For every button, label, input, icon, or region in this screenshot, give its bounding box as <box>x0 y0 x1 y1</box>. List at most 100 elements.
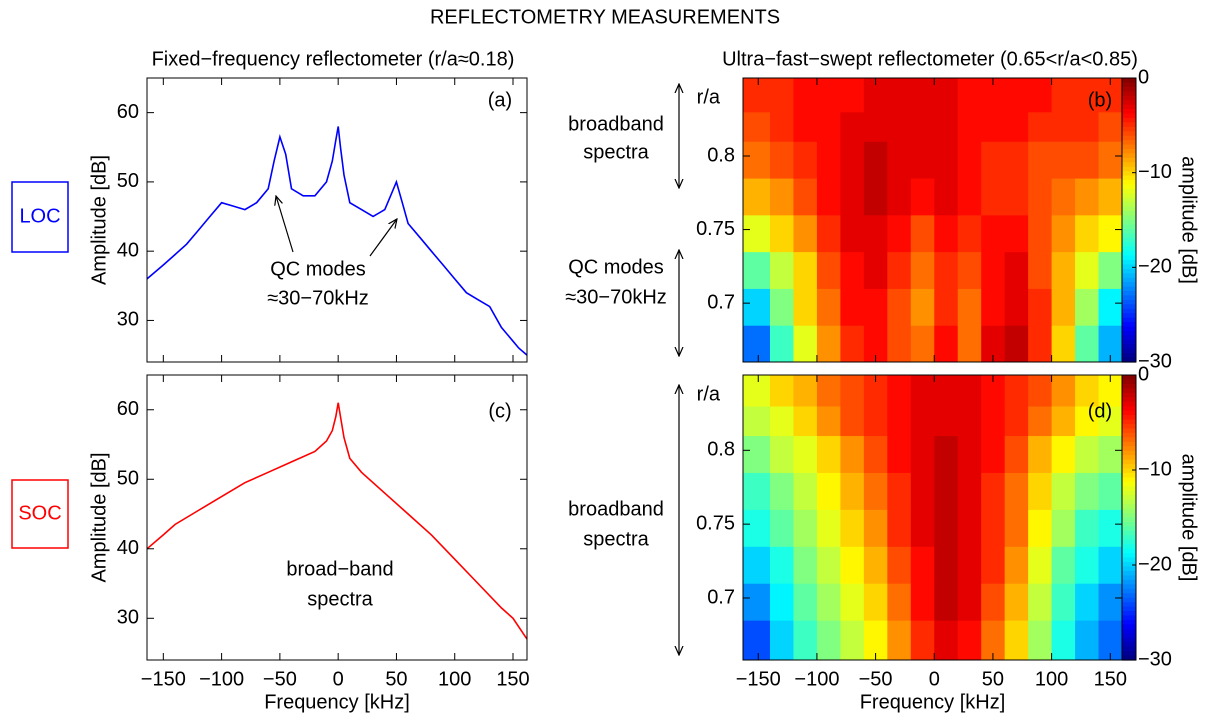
y-tick-header: r/a <box>697 383 721 405</box>
colorbar-swatch <box>1122 464 1136 470</box>
heat-cell <box>887 78 912 113</box>
heat-cell <box>863 141 888 179</box>
heat-cell <box>769 546 794 584</box>
heat-cell <box>840 288 865 326</box>
heat-cell <box>1028 620 1053 661</box>
heat-cell <box>840 435 865 473</box>
heat-cell <box>910 583 935 621</box>
heat-cell <box>1028 214 1053 253</box>
colorbar-swatch <box>1122 308 1136 314</box>
colorbar-swatch <box>1122 392 1136 398</box>
colorbar-swatch <box>1122 175 1136 181</box>
heat-cell <box>1098 214 1123 253</box>
heat-cell <box>793 214 818 253</box>
colorbar-swatch <box>1122 149 1136 155</box>
heat-cell <box>910 214 935 253</box>
colorbar-swatch <box>1122 553 1136 559</box>
colorbar-swatch <box>1122 584 1136 590</box>
heat-cell <box>957 251 982 289</box>
y-tick-label: 40 <box>117 537 139 559</box>
heat-cell <box>1004 214 1029 253</box>
heat-cell <box>816 583 841 621</box>
heat-cell <box>743 375 771 407</box>
heat-cell <box>1098 620 1123 661</box>
x-tick-label: −50 <box>859 668 893 690</box>
colorbar-swatch <box>1122 410 1136 416</box>
y-axis-label: Amplitude [dB] <box>88 155 110 285</box>
heat-cell <box>1098 141 1123 179</box>
heat-cell <box>1051 178 1076 216</box>
heat-cell <box>743 406 771 437</box>
heat-cell <box>743 472 771 510</box>
colorbar-swatch <box>1122 251 1136 257</box>
heat-cell <box>1098 406 1123 437</box>
heat-cell <box>793 288 818 326</box>
heat-cell <box>1028 111 1053 142</box>
heat-cell <box>1075 583 1100 621</box>
colorbar-swatch <box>1122 642 1136 648</box>
heat-cell <box>1004 325 1029 363</box>
heat-cell <box>887 111 912 142</box>
y-tick-label: 30 <box>117 309 139 331</box>
colorbar-swatch <box>1122 144 1136 150</box>
heat-cell <box>1004 141 1029 179</box>
colorbar-swatch <box>1122 379 1136 385</box>
heat-cell <box>743 325 771 363</box>
heat-cell <box>1004 620 1029 661</box>
heat-cell <box>816 78 841 113</box>
colorbar-swatch <box>1122 286 1136 292</box>
heat-cell <box>1028 583 1053 621</box>
heat-cell <box>1075 620 1100 661</box>
heat-cell <box>863 178 888 216</box>
heat-cell <box>863 251 888 289</box>
colorbar-tick-label: −10 <box>1138 161 1172 183</box>
x-tick-label: −50 <box>263 668 297 690</box>
heat-cell <box>863 472 888 510</box>
colorbar-swatch <box>1122 455 1136 461</box>
heat-cell <box>1028 406 1053 437</box>
heat-cell <box>910 509 935 547</box>
colorbar-swatch <box>1122 375 1136 381</box>
colorbar-swatch <box>1122 264 1136 270</box>
colorbar-swatch <box>1122 530 1136 536</box>
heat-cell <box>910 375 935 407</box>
heat-cell <box>981 620 1006 661</box>
row-label-box <box>11 181 69 253</box>
colorbar-swatch <box>1122 317 1136 323</box>
panel-label: (c) <box>488 400 511 422</box>
colorbar-swatch <box>1122 220 1136 226</box>
heat-cell <box>769 214 794 253</box>
heat-cell <box>863 620 888 661</box>
colorbar-swatch <box>1122 459 1136 465</box>
heat-cell <box>910 141 935 179</box>
y-tick-label: 40 <box>117 239 139 261</box>
heat-cell <box>840 251 865 289</box>
heat-cell <box>957 111 982 142</box>
heat-cell <box>887 141 912 179</box>
heat-cell <box>957 375 982 407</box>
heat-cell <box>910 78 935 113</box>
heat-cell <box>981 78 1006 113</box>
heat-cell <box>1028 472 1053 510</box>
heat-cell <box>743 546 771 584</box>
heat-cell <box>934 472 959 510</box>
colorbar-swatch <box>1122 544 1136 550</box>
axes-box <box>146 77 528 363</box>
colorbar-swatch <box>1122 237 1136 243</box>
heat-cell <box>816 509 841 547</box>
colorbar-tick-label: −10 <box>1138 458 1172 480</box>
heat-cell <box>769 620 794 661</box>
colorbar-swatch <box>1122 593 1136 599</box>
heat-cell <box>1004 509 1029 547</box>
heat-cell <box>840 472 865 510</box>
colorbar-swatch <box>1122 184 1136 190</box>
heat-cell <box>816 472 841 510</box>
annotation: spectra <box>583 528 649 550</box>
colorbar-swatch <box>1122 504 1136 510</box>
colorbar-swatch <box>1122 637 1136 643</box>
heat-cell <box>981 472 1006 510</box>
heat-cell <box>1051 288 1076 326</box>
heat-cell <box>743 583 771 621</box>
x-tick-label: 150 <box>496 668 529 690</box>
